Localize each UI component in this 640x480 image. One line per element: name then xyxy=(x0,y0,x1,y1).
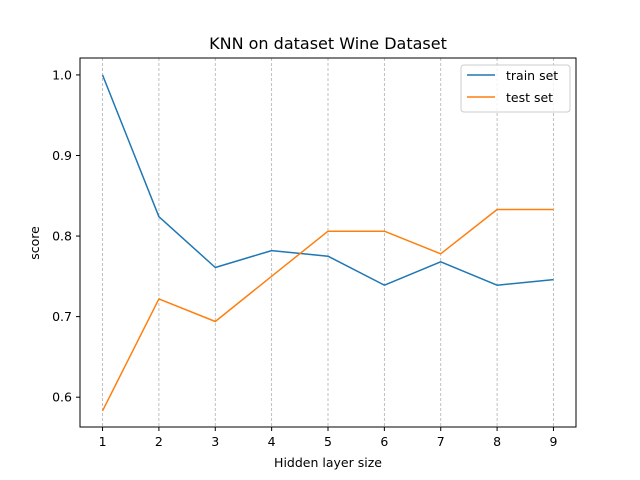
x-tick-label: 8 xyxy=(493,434,501,449)
legend: train set test set xyxy=(460,64,571,113)
x-tick-label: 1 xyxy=(99,434,107,449)
x-tick-label: 6 xyxy=(380,434,388,449)
x-axis-ticks: 1 2 3 4 5 6 7 8 9 xyxy=(99,427,557,449)
grid-lines xyxy=(102,58,554,427)
y-axis-ticks: 0.6 0.7 0.8 0.9 1.0 xyxy=(52,67,80,405)
x-tick-label: 2 xyxy=(155,434,163,449)
series-lines xyxy=(101,74,554,412)
x-axis-label: Hidden layer size xyxy=(274,455,382,470)
legend-label-train: train set xyxy=(506,68,558,83)
y-tick-label: 0.6 xyxy=(52,390,72,405)
y-tick-label: 0.8 xyxy=(52,229,72,244)
series-line-train xyxy=(101,74,554,286)
series-line-test xyxy=(101,208,554,412)
x-tick-label: 9 xyxy=(549,434,557,449)
chart-title: KNN on dataset Wine Dataset xyxy=(209,34,447,53)
y-tick-label: 1.0 xyxy=(52,67,72,82)
y-tick-label: 0.9 xyxy=(52,148,72,163)
legend-label-test: test set xyxy=(506,90,553,105)
x-tick-label: 3 xyxy=(211,434,219,449)
x-tick-label: 4 xyxy=(268,434,276,449)
x-tick-label: 7 xyxy=(437,434,445,449)
legend-box xyxy=(460,64,571,113)
y-axis-label: score xyxy=(27,226,42,260)
x-tick-label: 5 xyxy=(324,434,332,449)
y-tick-label: 0.7 xyxy=(52,309,72,324)
